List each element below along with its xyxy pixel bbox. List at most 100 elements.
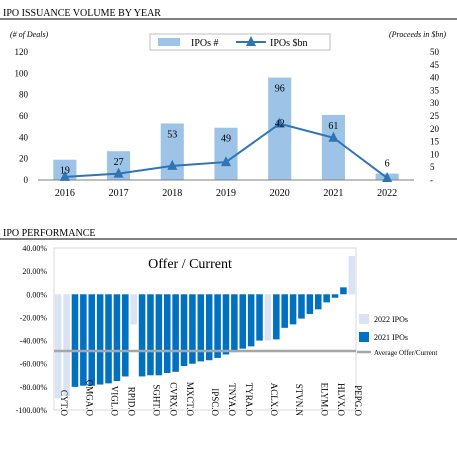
right-tick-label: 40	[430, 73, 440, 83]
ipo-2022-bar	[264, 294, 272, 341]
ticker-label: ELYM.O	[319, 383, 329, 417]
volume-bar	[53, 159, 77, 180]
ticker-label: STVN.N	[294, 384, 304, 417]
volume-data-label: 53	[167, 129, 177, 140]
ipo-2021-bar	[147, 294, 154, 376]
ticker-label: ACLX.O	[269, 383, 279, 417]
ipo-2021-bar	[331, 294, 339, 298]
year-label: 2022	[377, 188, 397, 199]
ipo-2022-bar	[54, 294, 62, 399]
right-tick-label: 35	[430, 85, 440, 95]
percent-tick-label: 20.00%	[22, 267, 47, 276]
year-label: 2019	[216, 188, 236, 199]
volume-data-label: 19	[60, 166, 70, 177]
ipo-2021-bar	[163, 294, 171, 373]
ticker-label: IPSC.O	[210, 388, 220, 416]
ipo-2021-bar	[189, 294, 196, 364]
volume-data-label: 61	[328, 121, 338, 132]
legend-2022-swatch	[359, 314, 369, 324]
proceeds-marker	[167, 159, 178, 170]
right-axis-label: (Proceeds in $bn)	[389, 30, 446, 39]
ipo-2021-bar	[113, 294, 121, 382]
ipo-2021-bar	[88, 294, 96, 386]
proceeds-marker	[113, 167, 124, 178]
legend-2021-swatch	[359, 332, 369, 342]
volume-bar	[214, 127, 238, 180]
proceeds-data-label: 42	[275, 119, 285, 130]
ticker-label: CYT.O	[59, 390, 69, 417]
proceeds-marker	[328, 131, 339, 142]
proceeds-marker	[274, 117, 285, 128]
ipo-2021-bar	[71, 294, 79, 387]
left-tick-label: 80	[19, 90, 29, 100]
legend-line-label: IPOs $bn	[270, 38, 308, 49]
right-tick-label: 25	[430, 111, 440, 121]
volume-data-label: 49	[221, 134, 231, 145]
left-tick-label: 0	[24, 175, 29, 185]
legend-2022-label: 2022 IPOs	[374, 315, 408, 324]
performance-chart: 40.00% 20.00% 0.00% -20.00% -40.00% -60.00% -8…	[16, 244, 438, 416]
ipo-2021-bar	[323, 294, 330, 303]
legend-line-marker	[246, 36, 256, 46]
ipo-2021-bar	[222, 294, 230, 355]
ipo-2021-bar	[105, 294, 112, 384]
issuance-chart: (# of Deals) (Proceeds in $bn) 0 20 40 60 80 10…	[10, 30, 446, 199]
percent-tick-label: -100.00%	[16, 406, 48, 415]
legend-average-label: Average Offer/Current	[374, 349, 437, 357]
year-label: 2018	[162, 188, 182, 199]
left-axis-label: (# of Deals)	[10, 30, 49, 39]
ticker-label: TYRA.O	[244, 383, 254, 417]
volume-data-label: 6	[385, 159, 390, 170]
ticker-label: MXCT.O	[185, 382, 195, 417]
ticker-label: OMGA.O	[84, 380, 94, 417]
top-section-title: IPO ISSUANCE VOLUME BY YEAR	[3, 8, 161, 19]
ticker-label: RPID.O	[126, 387, 136, 417]
year-label: 2020	[270, 188, 290, 199]
legend-bar-swatch	[158, 38, 180, 46]
ticker-label: TNYA.O	[227, 383, 237, 416]
ticker-label: SGHT.O	[151, 384, 161, 416]
percent-tick-label: -60.00%	[20, 360, 48, 369]
percent-tick-label: -40.00%	[20, 337, 48, 346]
year-label: 2021	[323, 188, 343, 199]
ipo-2021-bar	[256, 294, 263, 341]
ipo-2021-bar	[80, 294, 87, 386]
volume-bar	[321, 114, 345, 180]
right-tick-label: 5	[430, 162, 435, 172]
ipo-2021-bar	[273, 294, 280, 340]
performance-title-box	[130, 254, 250, 272]
right-tick-label: -	[430, 175, 433, 185]
ticker-label: VIGL.O	[110, 386, 120, 417]
right-tick-label: 15	[430, 137, 440, 147]
legend-2021-label: 2021 IPOs	[374, 333, 408, 342]
ipo-2021-bar	[306, 294, 314, 314]
performance-title: Offer / Current	[148, 257, 232, 272]
left-tick-label: 120	[15, 47, 29, 57]
ticker-label: PEPG.O	[353, 385, 363, 416]
percent-tick-label: -80.00%	[20, 383, 48, 392]
ipo-2021-bar	[138, 294, 146, 377]
left-tick-label: 100	[15, 68, 29, 78]
proceeds-marker	[59, 170, 70, 181]
legend-bar-label: IPOs #	[191, 38, 219, 49]
bottom-section-title: IPO PERFORMANCE	[3, 228, 96, 239]
ipo-2021-bar	[231, 294, 238, 353]
ipo-2021-bar	[314, 294, 322, 310]
ticker-label: CVRX.O	[168, 382, 178, 416]
ipo-2021-bar	[180, 294, 188, 367]
ipo-2022-bar	[63, 294, 70, 397]
ipo-2021-bar	[340, 287, 347, 295]
proceeds-marker	[221, 156, 231, 167]
ipo-2021-bar	[214, 294, 221, 358]
ipo-2021-bar	[172, 294, 179, 372]
ipo-2022-bar	[348, 256, 356, 295]
year-label: 2017	[109, 188, 129, 199]
right-tick-label: 45	[430, 60, 440, 70]
percent-tick-label: 0.00%	[26, 290, 47, 299]
ipo-2021-bar	[289, 294, 297, 325]
right-tick-label: 30	[430, 98, 440, 108]
left-tick-label: 40	[19, 132, 29, 142]
performance-plot-area	[53, 247, 357, 411]
ipo-2021-bar	[155, 294, 163, 376]
